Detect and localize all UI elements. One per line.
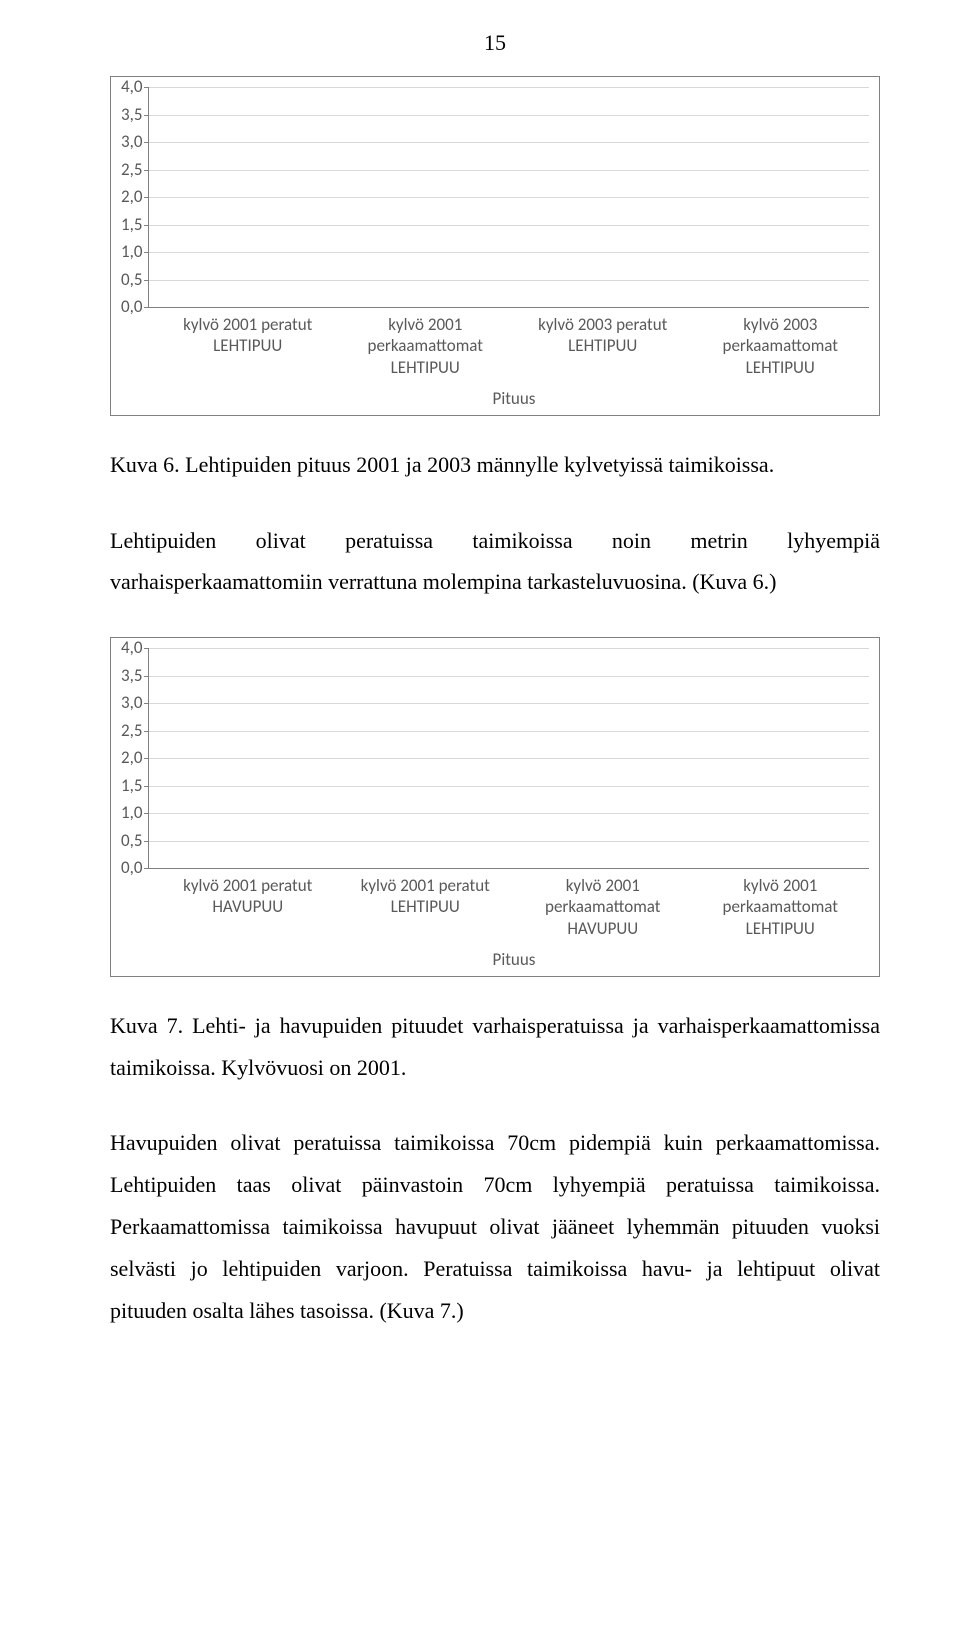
x-label: kylvö 2001 perkaamattomat HAVUPUU [514, 875, 692, 939]
chart-2-x-labels: kylvö 2001 peratut HAVUPUUkylvö 2001 per… [159, 875, 869, 939]
x-label: kylvö 2001 perkaamattomat LEHTIPUU [337, 314, 515, 378]
chart-2-plot-area [148, 648, 869, 869]
chart-1-x-labels: kylvö 2001 peratut LEHTIPUUkylvö 2001 pe… [159, 314, 869, 378]
page-number: 15 [110, 30, 880, 56]
chart-2-axis-title: Pituus [159, 949, 869, 970]
x-label: kylvö 2001 perkaamattomat LEHTIPUU [692, 875, 870, 939]
x-label: kylvö 2001 peratut LEHTIPUU [159, 314, 337, 378]
chart-2-bars [149, 648, 869, 868]
chart-1-plot-area [148, 87, 869, 308]
chart-2: 4,03,53,02,52,01,51,00,50,0 kylvö 2001 p… [110, 637, 880, 977]
figure-caption-7: Kuva 7. Lehti- ja havupuiden pituudet va… [110, 1005, 880, 1089]
chart-1: 4,03,53,02,52,01,51,00,50,0 kylvö 2001 p… [110, 76, 880, 416]
y-tick [144, 307, 149, 308]
paragraph-1: Lehtipuiden olivat peratuissa taimikoiss… [110, 520, 880, 604]
x-label: kylvö 2003 perkaamattomat LEHTIPUU [692, 314, 870, 378]
y-tick [144, 868, 149, 869]
chart-1-bars [149, 87, 869, 307]
x-label: kylvö 2001 peratut HAVUPUU [159, 875, 337, 939]
paragraph-2: Havupuiden olivat peratuissa taimikoissa… [110, 1122, 880, 1331]
x-label: kylvö 2003 peratut LEHTIPUU [514, 314, 692, 378]
figure-caption-6: Kuva 6. Lehtipuiden pituus 2001 ja 2003 … [110, 444, 880, 486]
chart-1-axis-title: Pituus [159, 388, 869, 409]
x-label: kylvö 2001 peratut LEHTIPUU [337, 875, 515, 939]
